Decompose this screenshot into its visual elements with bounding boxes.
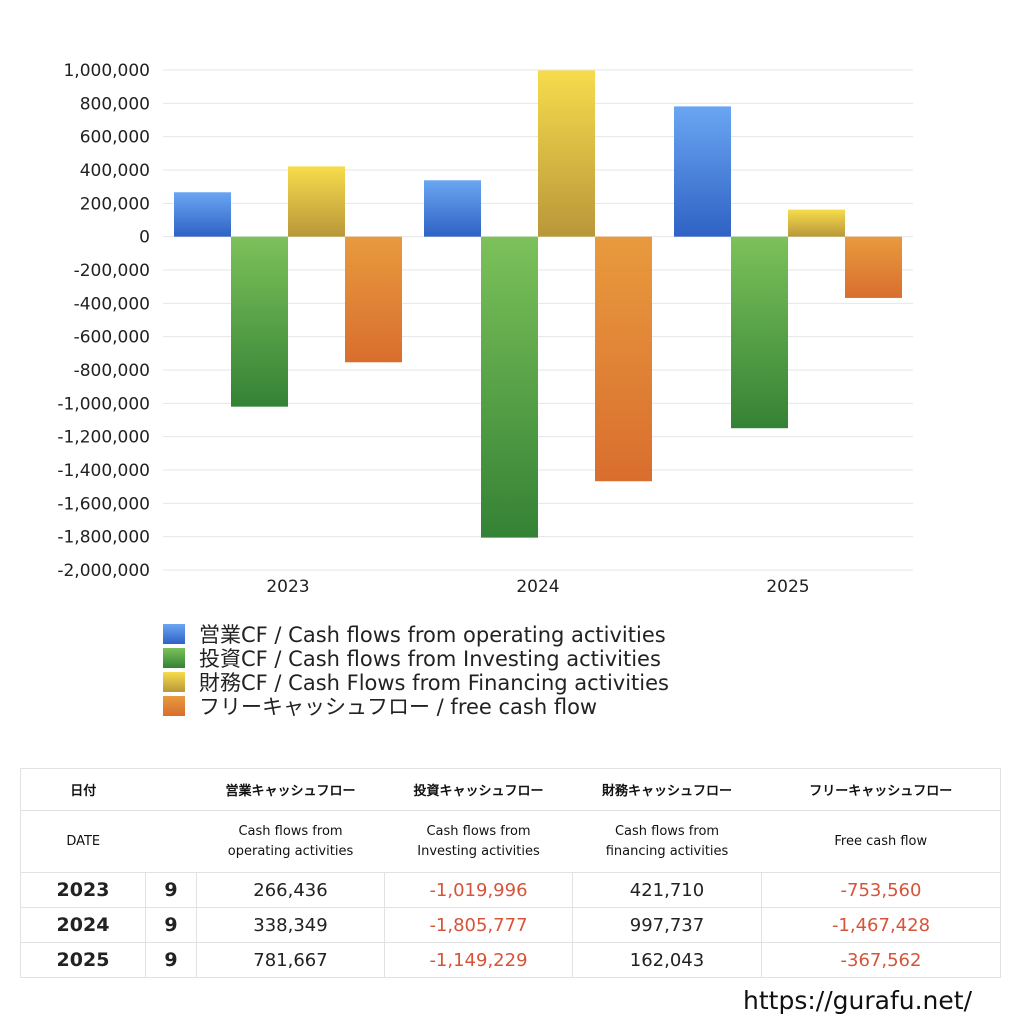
header-date: 日付 [20,768,146,811]
row-financing: 162,043 [572,942,762,978]
chart-area: 1,000,000 800,000 600,000 400,000 200,000 0 -2… [57,61,913,597]
bar [231,236,288,407]
y-tick-label: 400,000 [80,161,150,181]
table-row: 2024 9 338,349 -1,805,777 997,737 -1,467… [20,907,1001,943]
bar [288,166,345,237]
site-url[interactable]: https://gurafu.net/ [743,986,972,1015]
y-tick-label: -200,000 [74,261,150,281]
header-free: フリーキャッシュフロー [761,768,1001,811]
subheader-spacer [145,810,197,873]
legend: 営業CF / Cash flows from operating activit… [163,622,669,719]
subheader-operating-line2: operating activities [227,843,354,859]
y-tick-label: -400,000 [74,294,150,314]
legend-swatch-investing [163,648,185,668]
bar [595,236,652,482]
legend-swatch-free-cash-flow [163,696,185,716]
legend-swatch-financing [163,672,185,692]
bar [481,236,538,538]
row-free: -753,560 [761,872,1001,908]
subheader-financing-line1: Cash flows from [614,823,720,839]
row-operating: 338,349 [196,907,385,943]
subheader-date: DATE [20,810,146,873]
bar [788,209,845,237]
header-investing: 投資キャッシュフロー [384,768,573,811]
subheader-investing-line1: Cash flows from [426,823,531,839]
subheader-investing: Cash flows from Investing activities [384,810,573,873]
row-financing: 421,710 [572,872,762,908]
row-financing: 997,737 [572,907,762,943]
legend-item-investing: 投資CF / Cash flows from Investing activit… [163,646,669,671]
row-year: 2023 [20,872,146,908]
y-tick-label: 600,000 [80,128,150,148]
legend-item-financing: 財務CF / Cash Flows from Financing activit… [163,670,669,695]
header-operating: 営業キャッシュフロー [196,768,385,811]
x-tick-label: 2025 [766,577,809,597]
bar [845,236,902,298]
header-financing: 財務キャッシュフロー [572,768,762,811]
y-tick-label: -1,000,000 [57,394,150,414]
row-operating: 266,436 [196,872,385,908]
row-year: 2024 [20,907,146,943]
row-free: -1,467,428 [761,907,1001,943]
y-tick-label: 0 [139,228,150,248]
y-tick-label: 1,000,000 [63,61,150,81]
row-year: 2025 [20,942,146,978]
bar [731,236,788,429]
y-tick-label: -800,000 [74,361,150,381]
y-tick-label: -1,400,000 [57,461,150,481]
table-row: 2025 9 781,667 -1,149,229 162,043 -367,5… [20,942,1001,978]
y-tick-label: -2,000,000 [57,561,150,581]
legend-label-free-cash-flow: フリーキャッシュフロー / free cash flow [199,695,598,719]
y-tick-label: 800,000 [80,94,150,114]
row-free: -367,562 [761,942,1001,978]
row-investing: -1,019,996 [384,872,573,908]
row-investing: -1,805,777 [384,907,573,943]
bar [345,236,402,363]
x-tick-label: 2024 [516,577,559,597]
legend-item-free-cash-flow: フリーキャッシュフロー / free cash flow [163,694,669,719]
row-month: 9 [145,872,197,908]
table-subheader-row: DATE Cash flows from operating activities… [20,810,1001,873]
cash-flow-table: 日付 営業キャッシュフロー 投資キャッシュフロー 財務キャッシュフロー フリーキ… [20,768,1001,978]
table-header-row: 日付 営業キャッシュフロー 投資キャッシュフロー 財務キャッシュフロー フリーキ… [20,768,1001,811]
y-tick-label: 200,000 [80,194,150,214]
bar [424,180,481,237]
table-row: 2023 9 266,436 -1,019,996 421,710 -753,5… [20,872,1001,908]
row-month: 9 [145,907,197,943]
bar [674,106,731,237]
y-tick-label: -1,600,000 [57,494,150,514]
bar [174,192,231,237]
legend-label-financing: 財務CF / Cash Flows from Financing activit… [199,671,669,695]
subheader-investing-line2: Investing activities [417,843,540,859]
legend-label-investing: 投資CF / Cash flows from Investing activit… [199,647,661,671]
subheader-financing-line2: financing activities [605,843,729,859]
row-operating: 781,667 [196,942,385,978]
y-tick-label: -1,800,000 [57,528,150,548]
subheader-operating: Cash flows from operating activities [196,810,385,873]
bar [538,70,595,237]
x-tick-label: 2023 [266,577,309,597]
legend-item-operating: 営業CF / Cash flows from operating activit… [163,622,669,647]
legend-swatch-operating [163,624,185,644]
subheader-financing: Cash flows from financing activities [572,810,762,873]
header-spacer [145,768,197,811]
row-investing: -1,149,229 [384,942,573,978]
row-month: 9 [145,942,197,978]
legend-label-operating: 営業CF / Cash flows from operating activit… [199,623,666,647]
y-tick-label: -600,000 [74,328,150,348]
y-tick-label: -1,200,000 [57,428,150,448]
subheader-free: Free cash flow [761,810,1001,873]
subheader-operating-line1: Cash flows from [238,823,343,839]
bar-chart: 1,000,000 800,000 600,000 400,000 200,000 0 -2… [57,61,913,597]
